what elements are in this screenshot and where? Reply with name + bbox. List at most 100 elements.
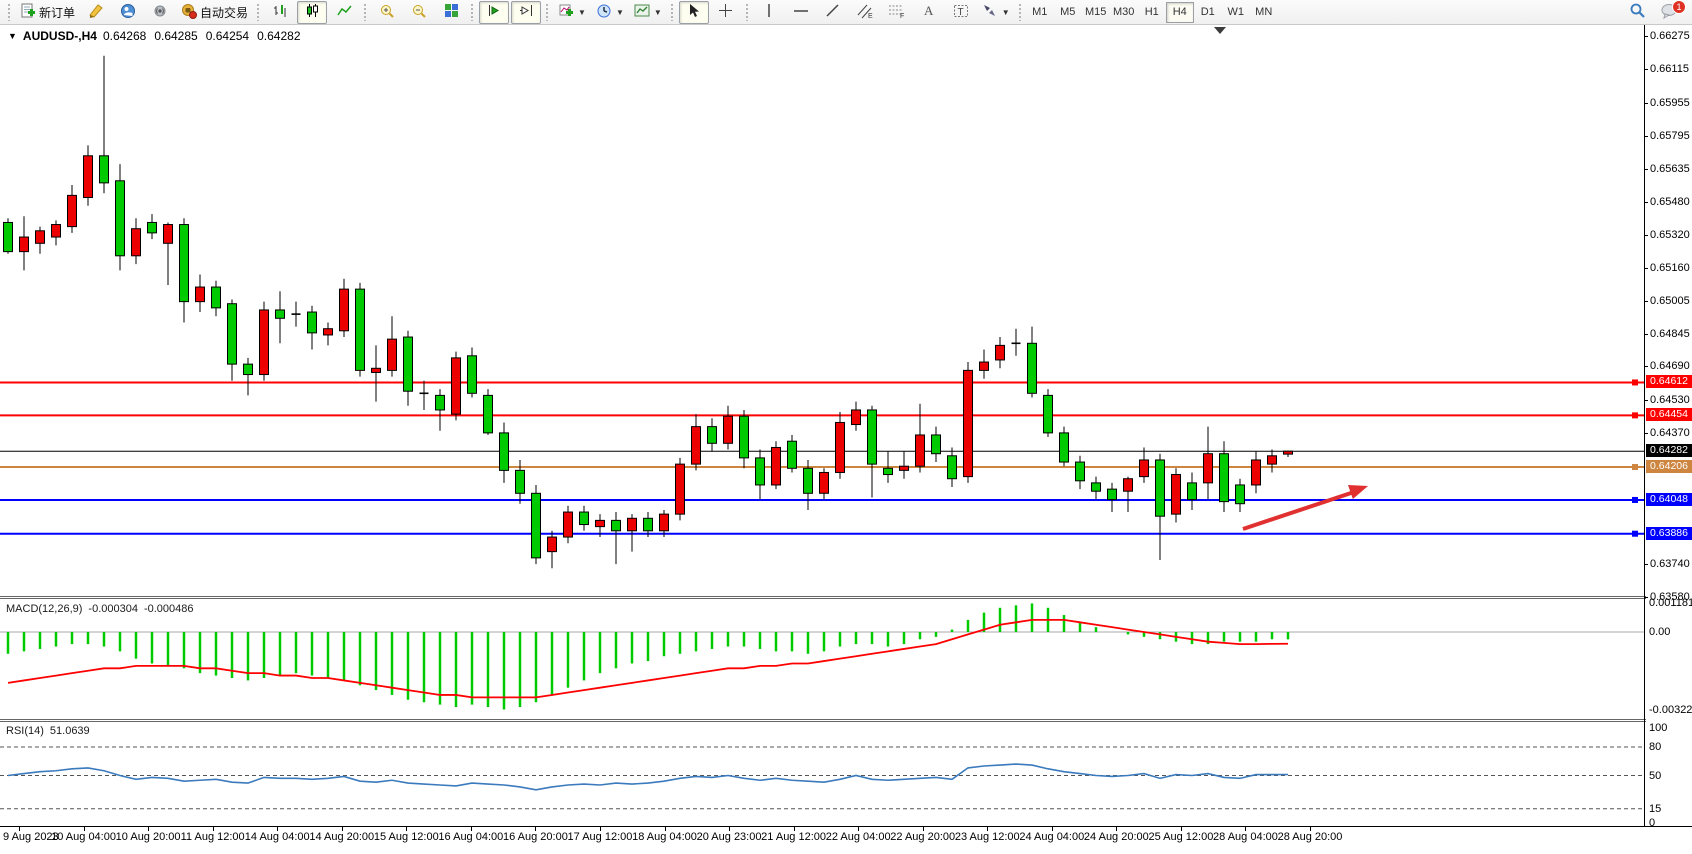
toolbar-grip[interactable] xyxy=(669,3,675,21)
svg-text:A: A xyxy=(924,3,934,18)
auto-scroll-button[interactable] xyxy=(479,0,510,24)
templates-menu-button[interactable]: ▼ xyxy=(630,1,666,24)
bear-candle xyxy=(1043,394,1053,434)
pane-separator[interactable] xyxy=(0,596,1646,599)
cursor-tool-button[interactable] xyxy=(678,0,709,24)
indicators-menu-button[interactable]: ▼ xyxy=(554,1,590,24)
periods-menu-button[interactable]: ▼ xyxy=(592,1,628,24)
metaeditor-button[interactable] xyxy=(81,1,111,24)
line-endpoint-handle[interactable] xyxy=(1632,464,1638,471)
time-axis-label: 18 Aug 04:00 xyxy=(632,831,697,843)
bull-candle xyxy=(19,236,29,253)
text-label-tool-button[interactable]: T xyxy=(946,1,976,24)
auto-scroll-icon xyxy=(487,3,502,21)
timeframe-button-h4[interactable]: H4 xyxy=(1165,1,1194,23)
toolbar-grip[interactable] xyxy=(1017,3,1023,21)
rsi-axis-label: 0 xyxy=(1649,817,1656,829)
line-endpoint-handle[interactable] xyxy=(1632,379,1638,386)
rsi-axis-label: 80 xyxy=(1649,741,1662,753)
zoom-in-button[interactable] xyxy=(372,1,402,24)
equidistant-channel-tool-button[interactable]: E xyxy=(850,1,880,24)
price-axis-label: 0.65320 xyxy=(1650,228,1690,241)
timeframe-button-w1[interactable]: W1 xyxy=(1227,6,1244,18)
price-axis-tick xyxy=(1644,432,1648,434)
time-axis-label: 10 Aug 04:00 xyxy=(51,831,116,843)
new-order-icon xyxy=(20,3,36,22)
timeframe-button-m15[interactable]: M15 xyxy=(1085,6,1107,18)
timeframe-button-m5[interactable]: M5 xyxy=(1060,6,1076,18)
time-axis-tick xyxy=(729,827,731,831)
bull-candle xyxy=(371,367,381,373)
autotrading-label: 自动交易 xyxy=(200,5,249,20)
notifications-button[interactable]: 1 xyxy=(1654,0,1686,24)
price-axis-label: 0.64370 xyxy=(1650,426,1690,439)
line-chart-button[interactable] xyxy=(329,1,359,24)
line-endpoint-handle[interactable] xyxy=(1632,412,1638,419)
price-axis-tick xyxy=(1644,201,1648,203)
bar-chart-button[interactable] xyxy=(265,1,295,24)
timeframe-button-h1[interactable]: H1 xyxy=(1144,6,1159,18)
text-tool-button[interactable]: A xyxy=(914,1,944,24)
bear-candle xyxy=(787,440,797,469)
mql5-community-button[interactable] xyxy=(113,1,143,24)
timeframe-button-mn[interactable]: MN xyxy=(1255,6,1273,18)
bear-candle xyxy=(99,155,109,184)
bear-candle xyxy=(243,363,253,376)
arrows-menu-button[interactable]: ▼ xyxy=(978,1,1014,24)
time-axis-tick xyxy=(1180,827,1182,831)
line-endpoint-handle[interactable] xyxy=(1632,496,1638,503)
zoom-out-button[interactable] xyxy=(404,1,434,24)
metaeditor-icon xyxy=(88,3,104,22)
chart-title-collapse-icon[interactable]: ▼ xyxy=(8,31,17,41)
pane-separator[interactable] xyxy=(0,719,1646,722)
price-axis-tick xyxy=(1644,300,1648,302)
toolbar-grip[interactable] xyxy=(363,3,369,21)
signals-button[interactable] xyxy=(145,1,175,24)
notification-badge: 1 xyxy=(1672,0,1686,14)
search-button[interactable] xyxy=(1622,1,1652,24)
line-endpoint-handle[interactable] xyxy=(1632,530,1638,537)
time-axis-tick xyxy=(470,827,472,831)
trendline-tool-button[interactable] xyxy=(818,1,848,24)
new-order-button[interactable]: 新订单 xyxy=(16,1,79,24)
chart-shift-button[interactable] xyxy=(511,0,542,24)
price-axis-tick xyxy=(1644,366,1648,368)
price-axis-tick xyxy=(1644,102,1648,104)
timeframe-button-d1[interactable]: D1 xyxy=(1200,6,1215,18)
ohlc-high: 0.64285 xyxy=(154,29,198,43)
toolbar-grip[interactable] xyxy=(7,3,12,21)
price-chart-canvas[interactable] xyxy=(0,25,1692,854)
fibonacci-tool-button[interactable]: F xyxy=(882,1,912,24)
bull-candle xyxy=(547,536,557,553)
trend-arrow-annotation[interactable] xyxy=(1242,488,1361,531)
line-price-tag: 0.64612 xyxy=(1646,375,1692,389)
vertical-line-tool-button[interactable] xyxy=(754,1,784,24)
bear-candle xyxy=(275,309,285,319)
time-axis-tick xyxy=(341,827,343,831)
main-toolbar: 新订单 自动交易 xyxy=(0,0,1692,25)
autotrading-button[interactable]: 自动交易 xyxy=(177,1,252,24)
toolbar-grip[interactable] xyxy=(256,3,262,21)
horizontal-line-tool-button[interactable] xyxy=(786,1,816,24)
tile-windows-button[interactable] xyxy=(436,1,466,24)
candlestick-chart-button[interactable] xyxy=(297,0,328,24)
bull-candle xyxy=(819,471,829,494)
text-icon: A xyxy=(922,3,935,21)
timeframe-button-m1[interactable]: M1 xyxy=(1032,6,1048,18)
bear-candle xyxy=(467,355,477,394)
time-axis-tick xyxy=(599,827,601,831)
time-axis-tick xyxy=(664,827,666,831)
bull-candle xyxy=(35,230,45,244)
toolbar-grip[interactable] xyxy=(470,3,476,21)
chart-shift-marker[interactable] xyxy=(1214,27,1226,34)
chart-window: ▼ AUDUSD-,H4 0.64268 0.64285 0.64254 0.6… xyxy=(0,25,1692,854)
trendline-icon xyxy=(825,3,840,21)
tile-windows-icon xyxy=(444,3,459,21)
crosshair-tool-button[interactable] xyxy=(711,1,741,24)
toolbar-grip[interactable] xyxy=(545,3,551,21)
time-axis-tick xyxy=(19,827,20,831)
toolbar-grip[interactable] xyxy=(744,3,750,21)
mql5-community-icon xyxy=(120,3,136,22)
timeframe-button-m30[interactable]: M30 xyxy=(1113,6,1135,18)
price-axis-tick xyxy=(1644,36,1648,37)
